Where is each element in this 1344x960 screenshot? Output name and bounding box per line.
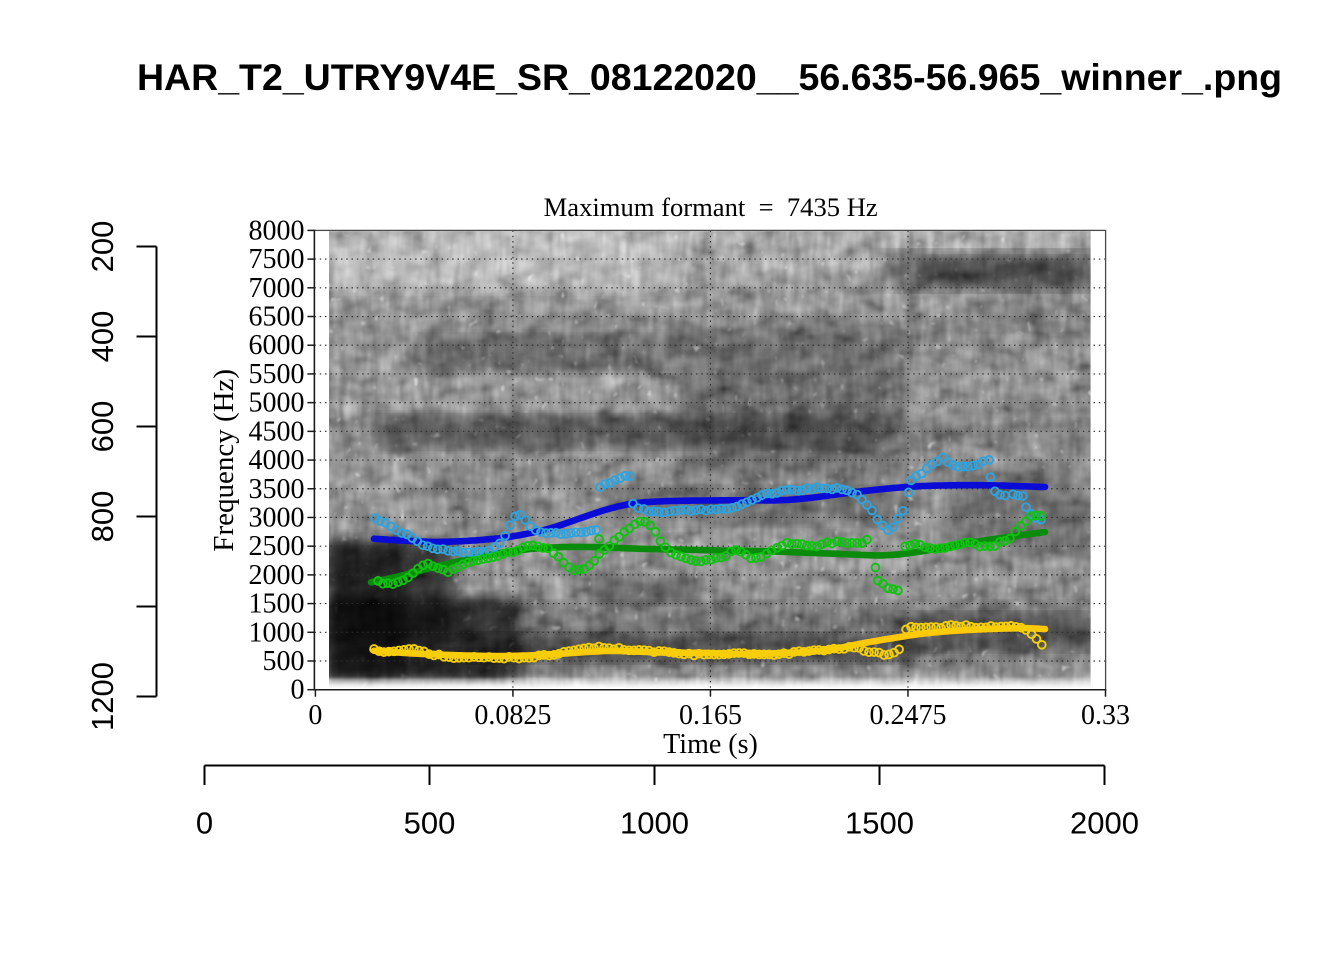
- svg-text:500: 500: [263, 646, 305, 677]
- svg-text:3500: 3500: [249, 474, 305, 505]
- svg-text:3000: 3000: [249, 503, 305, 534]
- svg-text:600: 600: [85, 401, 120, 453]
- svg-text:1200: 1200: [85, 662, 120, 731]
- svg-text:0: 0: [196, 806, 213, 841]
- svg-text:800: 800: [85, 491, 120, 543]
- svg-text:1500: 1500: [249, 589, 305, 620]
- svg-text:0.33: 0.33: [1081, 700, 1130, 731]
- svg-text:0.0825: 0.0825: [474, 700, 551, 731]
- svg-text:HAR_T2_UTRY9V4E_SR_08122020__5: HAR_T2_UTRY9V4E_SR_08122020__56.635-56.9…: [137, 56, 1282, 98]
- svg-text:1500: 1500: [845, 806, 914, 841]
- svg-text:2000: 2000: [249, 560, 305, 591]
- svg-text:7000: 7000: [249, 273, 305, 304]
- svg-text:2000: 2000: [1070, 806, 1139, 841]
- svg-text:Maximum formant = 7435 Hz: Maximum formant = 7435 Hz: [544, 192, 878, 222]
- svg-text:400: 400: [85, 311, 120, 363]
- svg-text:7500: 7500: [249, 244, 305, 275]
- svg-text:4000: 4000: [249, 445, 305, 476]
- svg-text:4500: 4500: [249, 416, 305, 447]
- svg-text:0: 0: [308, 700, 322, 731]
- svg-text:0: 0: [291, 675, 305, 706]
- svg-text:0.2475: 0.2475: [870, 700, 947, 731]
- svg-text:Time (s): Time (s): [663, 729, 758, 760]
- svg-text:5000: 5000: [249, 388, 305, 419]
- svg-text:6000: 6000: [249, 330, 305, 361]
- svg-text:200: 200: [85, 221, 120, 273]
- svg-text:2500: 2500: [249, 531, 305, 562]
- svg-text:6500: 6500: [249, 302, 305, 333]
- svg-text:0.165: 0.165: [679, 700, 742, 731]
- svg-text:1000: 1000: [249, 617, 305, 648]
- svg-text:8000: 8000: [249, 215, 305, 246]
- svg-text:1000: 1000: [620, 806, 689, 841]
- svg-text:500: 500: [404, 806, 456, 841]
- svg-text:5500: 5500: [249, 359, 305, 390]
- svg-text:Frequency (Hz): Frequency (Hz): [208, 369, 240, 552]
